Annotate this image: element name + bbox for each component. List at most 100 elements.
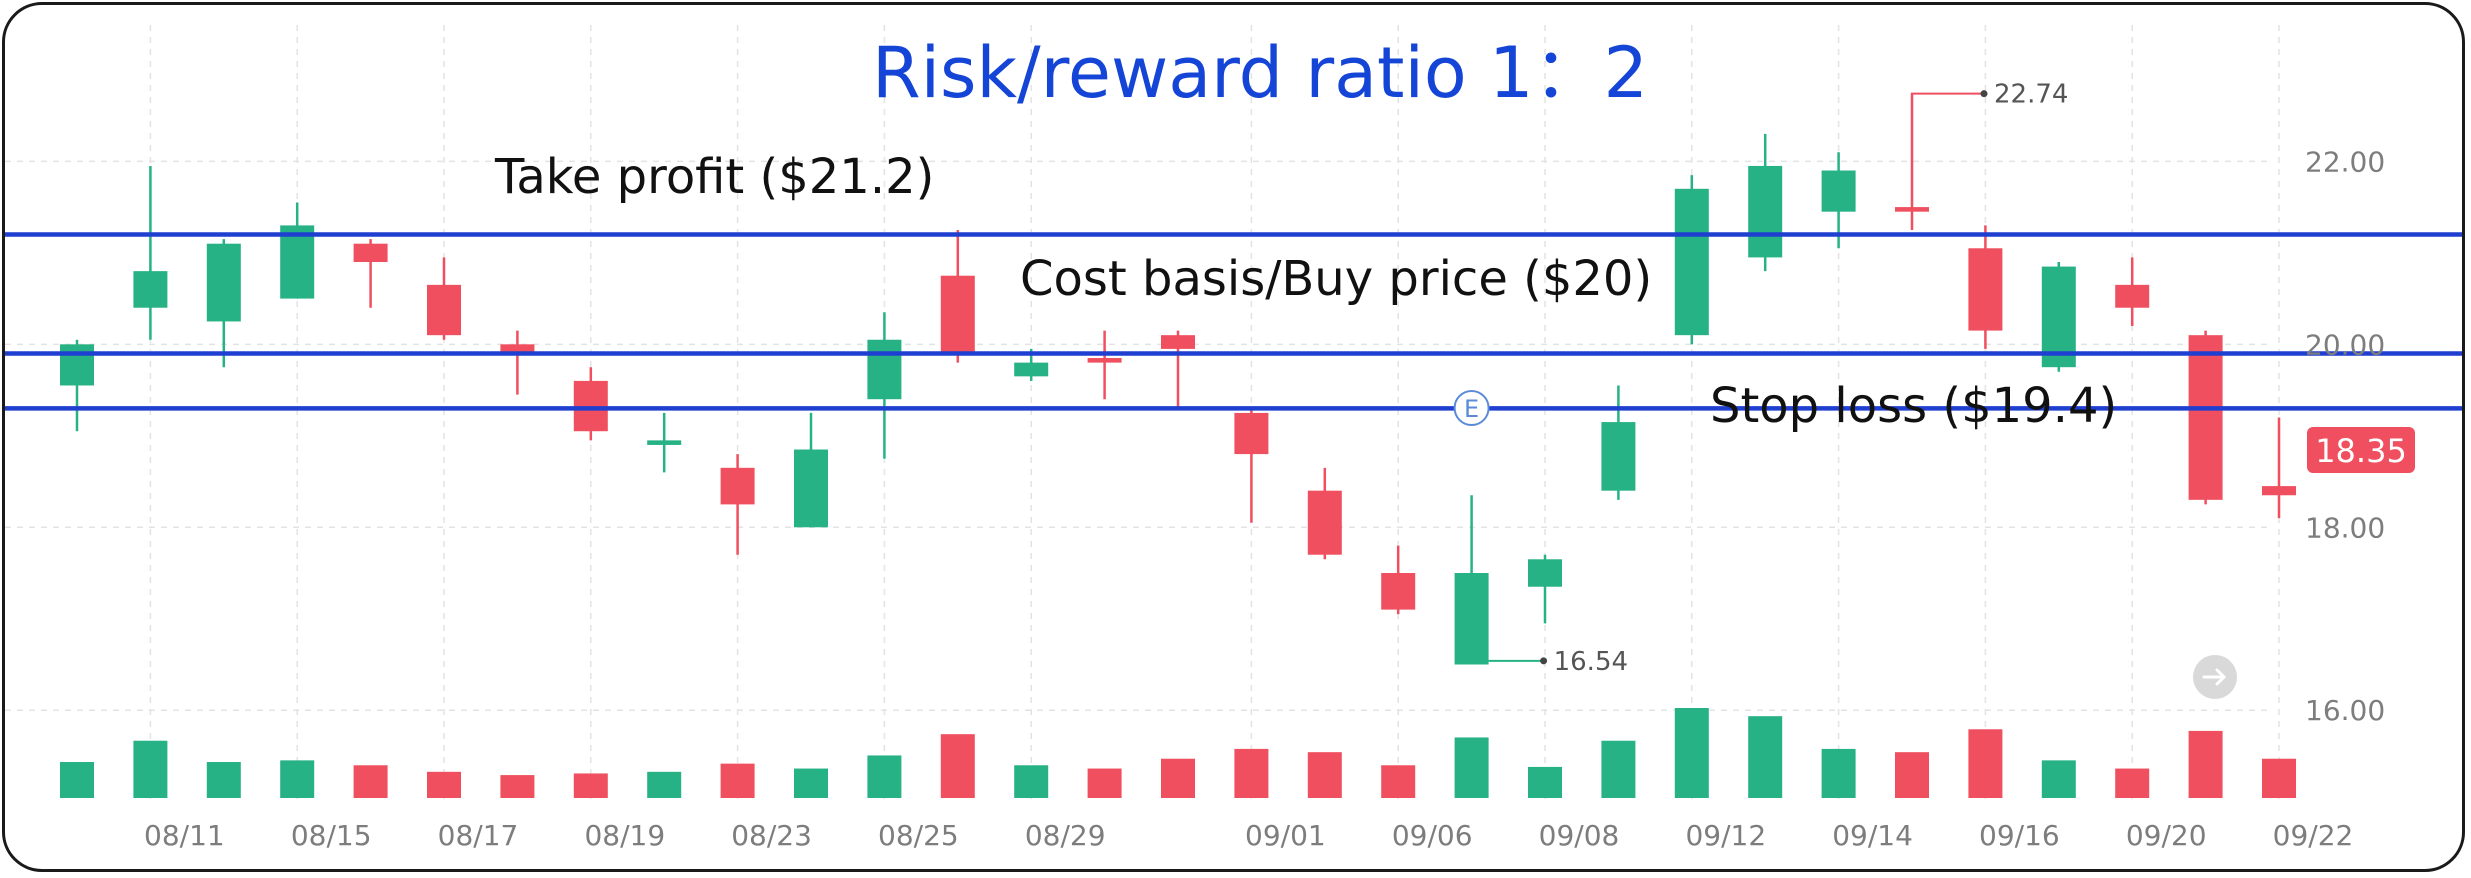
x-tick-label: 08/19 (584, 819, 665, 852)
candle-body (1821, 170, 1856, 212)
volume-bar (2262, 758, 2296, 798)
volume-bar (647, 771, 682, 798)
volume-bar (1014, 765, 1049, 798)
earnings-marker-icon (1453, 390, 1490, 426)
x-tick-label: 08/11 (144, 819, 225, 852)
volume-bar (720, 763, 755, 798)
volume-bar (1161, 758, 1195, 798)
candle-body (1234, 412, 1269, 455)
volume-bar (427, 771, 461, 798)
arrow-right-icon (2202, 668, 2226, 686)
scroll-right-button[interactable] (2193, 655, 2237, 699)
volume-bar (2115, 768, 2150, 798)
volume-bar (1674, 708, 1709, 798)
y-tick-label: 20.00 (2305, 328, 2385, 361)
risk-reward-chart: 22.74 16.54 E 22.00 20.00 18.00 16.00 08/11 08/… (5, 25, 2462, 852)
volume-bar (794, 768, 828, 798)
cost-basis-label: Cost basis/Buy price ($20) (1020, 251, 1652, 307)
candle-body (573, 380, 608, 432)
volume-bar (500, 775, 535, 798)
high-marker-label: 22.74 (1994, 80, 2068, 110)
volume-bar (2188, 730, 2223, 798)
x-tick-label: 08/23 (731, 819, 812, 852)
x-tick-label: 08/29 (1025, 819, 1106, 852)
volume-bar (1601, 740, 1636, 798)
candle-body (647, 440, 682, 445)
volume-bar (1528, 766, 1562, 798)
x-tick-label: 09/06 (1392, 819, 1473, 852)
candle-body (60, 344, 94, 386)
volume-bar (280, 760, 315, 798)
level-lines (5, 232, 2462, 411)
last-price-value: 18.35 (2315, 432, 2407, 470)
candle-body (206, 243, 241, 322)
candles (60, 93, 2296, 665)
y-tick-label: 16.00 (2305, 694, 2385, 727)
volume-bar (206, 762, 241, 798)
candle-body (720, 467, 755, 505)
volume-bar (353, 765, 388, 798)
markers: 22.74 16.54 E (1453, 80, 2068, 677)
candle-body (1674, 188, 1709, 336)
candle-body (1895, 207, 1929, 212)
candle-body (1161, 335, 1195, 349)
candle-body (1014, 362, 1049, 377)
y-tick-label: 22.00 (2305, 145, 2385, 178)
earnings-marker-label: E (1464, 395, 1479, 423)
candle-body (1968, 248, 2003, 331)
candle-body (133, 271, 168, 308)
last-price-tag: 18.35 (2307, 427, 2415, 473)
volume-bar (1748, 716, 1783, 798)
candle-body (500, 344, 535, 354)
candle-body (280, 225, 315, 299)
candle-body (1748, 165, 1783, 258)
x-tick-label: 08/17 (438, 819, 519, 852)
x-tick-label: 09/12 (1685, 819, 1766, 852)
candle-body (2041, 266, 2076, 368)
volume-bar (1968, 729, 2003, 798)
high-marker-dot (1980, 90, 1988, 98)
volume-bar (940, 734, 975, 798)
grid-layer (5, 25, 2280, 805)
candle-body (1087, 358, 1122, 363)
volume-bar (60, 762, 94, 798)
volume-bars (60, 708, 2296, 798)
y-tick-label: 18.00 (2305, 511, 2385, 544)
last-price-tag-bg (2307, 427, 2415, 473)
x-tick-label: 08/15 (291, 819, 372, 852)
x-tick-label: 08/25 (878, 819, 959, 852)
low-marker-label: 16.54 (1554, 647, 1628, 677)
candle-body (1381, 573, 1416, 610)
x-tick-label: 09/20 (2126, 819, 2207, 852)
high-marker-leader (1911, 92, 1984, 100)
x-tick-label: 09/08 (1539, 819, 1620, 852)
volume-bar (133, 740, 168, 798)
low-marker-dot (1540, 657, 1548, 665)
candle-body (1307, 490, 1342, 555)
candle-body (427, 284, 461, 336)
volume-bar (1087, 768, 1122, 798)
candle-body (1528, 559, 1562, 587)
candle-body (1601, 422, 1636, 491)
candle-body (940, 275, 975, 354)
candle-body (2262, 486, 2296, 496)
x-tick-label: 09/22 (2273, 819, 2354, 852)
volume-bar (1821, 748, 1856, 798)
candle-body (353, 243, 388, 262)
candle-body (794, 449, 828, 528)
chart-title: Risk/reward ratio 1：2 (872, 32, 1648, 114)
candle-body (2115, 284, 2150, 308)
volume-bar (1454, 737, 1489, 798)
stop-loss-label: Stop loss ($19.4) (1710, 378, 2117, 434)
volume-bar (1234, 748, 1269, 798)
x-tick-label: 09/14 (1832, 819, 1913, 852)
volume-bar (1895, 752, 1929, 798)
x-tick-label: 09/01 (1245, 819, 1326, 852)
take-profit-label: Take profit ($21.2) (494, 149, 934, 205)
axes: 22.00 20.00 18.00 16.00 08/11 08/15 08/17 08/19… (144, 145, 2385, 852)
candle-body (2188, 335, 2223, 500)
volume-bar (1381, 765, 1416, 798)
volume-bar (573, 773, 608, 798)
volume-bar (2041, 760, 2076, 798)
